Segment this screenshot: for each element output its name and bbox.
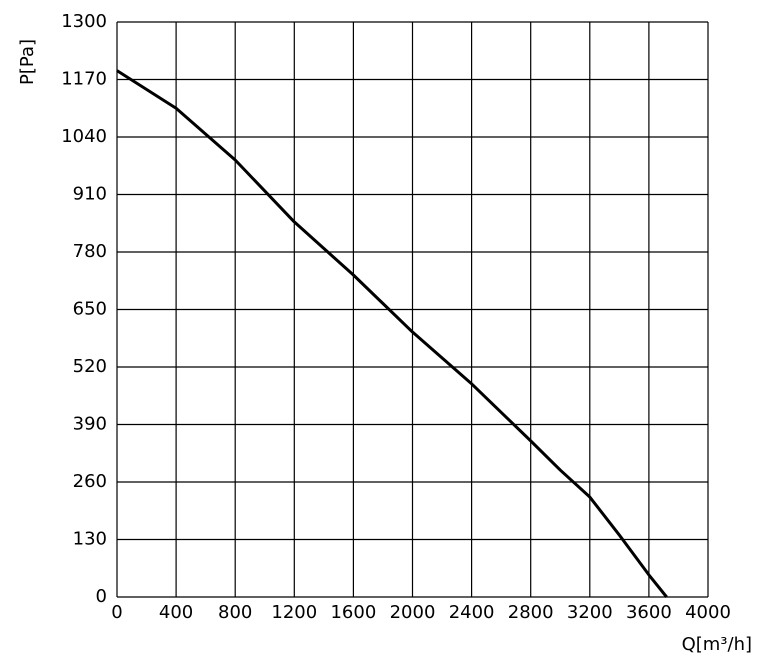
x-axis-label: Q[m³/h]	[682, 634, 752, 655]
x-tick-label: 1200	[271, 602, 317, 623]
x-tick-label: 2400	[449, 602, 495, 623]
y-tick-label: 650	[73, 299, 107, 320]
y-tick-label: 130	[73, 529, 107, 550]
x-tick-label: 800	[218, 602, 252, 623]
y-tick-label: 1170	[61, 69, 107, 90]
x-tick-label: 400	[159, 602, 193, 623]
x-tick-label: 2000	[390, 602, 436, 623]
y-tick-label: 780	[73, 241, 107, 262]
y-axis-label: P[Pa]	[17, 39, 38, 85]
x-tick-label: 3200	[567, 602, 613, 623]
x-tick-label: 2800	[508, 602, 554, 623]
y-tick-label: 0	[96, 586, 107, 607]
y-tick-label: 390	[73, 414, 107, 435]
x-tick-label: 1600	[330, 602, 376, 623]
curve	[116, 69, 668, 598]
y-tick-label: 260	[73, 471, 107, 492]
y-tick-label: 1300	[61, 11, 107, 32]
y-tick-label: 1040	[61, 126, 107, 147]
x-tick-label: 0	[111, 602, 122, 623]
x-tick-label: 3600	[626, 602, 672, 623]
y-tick-label: 520	[73, 356, 107, 377]
y-tick-label: 910	[73, 184, 107, 205]
x-tick-label: 4000	[685, 602, 731, 623]
